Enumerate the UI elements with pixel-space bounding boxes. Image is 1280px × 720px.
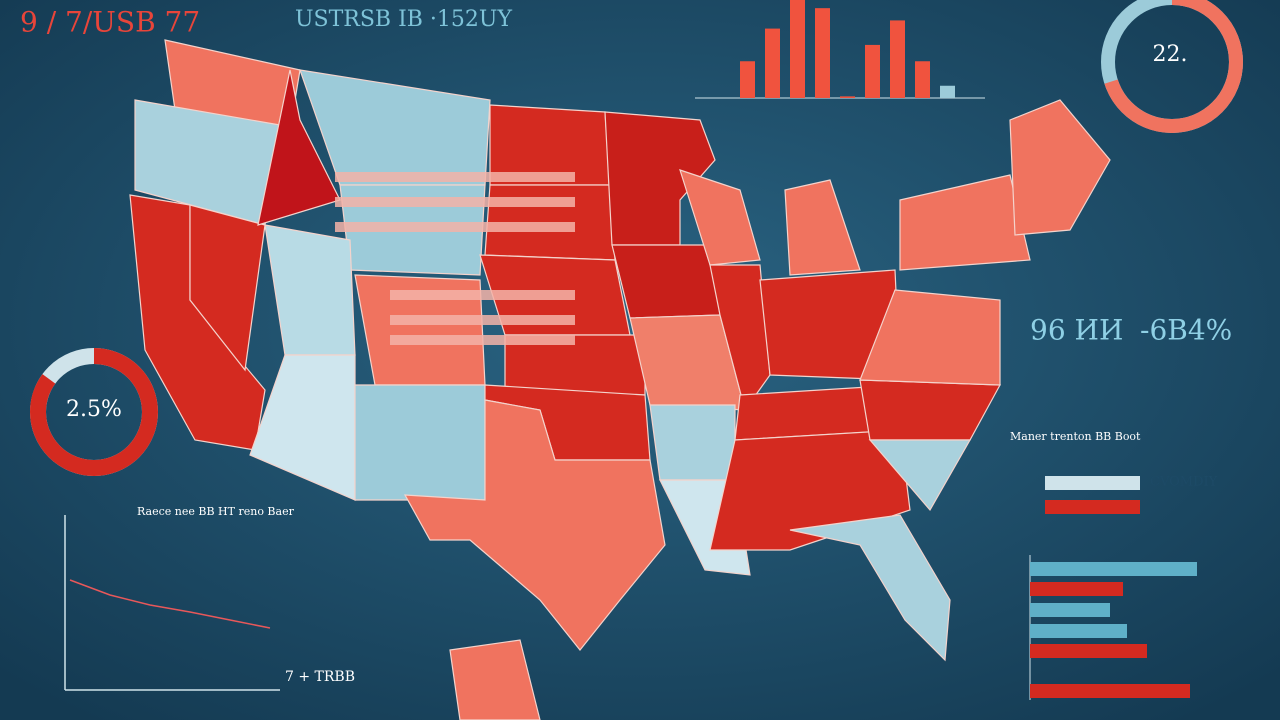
- overlay-bar: [390, 335, 575, 345]
- overlay-bar: [335, 172, 575, 182]
- title-left: 9 / 7/USB 77: [20, 6, 200, 39]
- bar: [940, 85, 955, 98]
- donut-label: 22.: [1153, 42, 1188, 67]
- bar: [840, 96, 855, 98]
- state: [649, 404, 736, 481]
- bar: [890, 20, 905, 99]
- stat: -6B4%: [1140, 314, 1232, 347]
- trend-line: [69, 579, 271, 629]
- bar: [1030, 562, 1197, 576]
- legend-title: Maner trenton BB Boot: [1010, 430, 1141, 443]
- title-center: USTRSB IB ·152UY: [295, 7, 512, 32]
- bar: [1030, 624, 1127, 638]
- state: [859, 289, 1001, 386]
- bar: [1045, 500, 1140, 514]
- bar: [1030, 603, 1110, 617]
- overlay-bar: [390, 290, 575, 300]
- state: [611, 244, 721, 319]
- bar: [1030, 582, 1123, 596]
- bottom-left-chart: [64, 515, 280, 691]
- bar: [1045, 476, 1140, 490]
- state: [899, 174, 1031, 271]
- overlay-bar: [390, 315, 575, 325]
- donut-arc: [30, 348, 158, 476]
- note: 7 + TRBB: [285, 669, 355, 685]
- state: [1009, 99, 1111, 236]
- chart-title: Raece nee BB HT reno Baer: [137, 505, 295, 518]
- state: [403, 399, 666, 651]
- state: [789, 514, 951, 662]
- bar: [1030, 684, 1190, 698]
- bar: [815, 8, 830, 99]
- overlay-bar: [335, 222, 575, 232]
- state: [354, 384, 486, 501]
- state: [784, 179, 861, 276]
- bar: [790, 0, 805, 98]
- state: [189, 204, 266, 372]
- overlay-bar: [335, 197, 575, 207]
- donut-label: 2.5%: [66, 397, 122, 422]
- bar: [740, 61, 755, 98]
- map-overlay-bars: [335, 172, 575, 345]
- state: [449, 639, 541, 720]
- bar: [765, 28, 780, 98]
- legend-entry: CVOMDIY: [1150, 475, 1218, 490]
- bar: [1030, 644, 1147, 658]
- bar: [865, 44, 880, 98]
- state: [679, 169, 761, 266]
- state: [709, 264, 771, 412]
- state: [868, 439, 972, 512]
- donut-arc: [1101, 0, 1243, 133]
- bar: [915, 61, 930, 98]
- stat: 96 ИИ: [1030, 314, 1123, 347]
